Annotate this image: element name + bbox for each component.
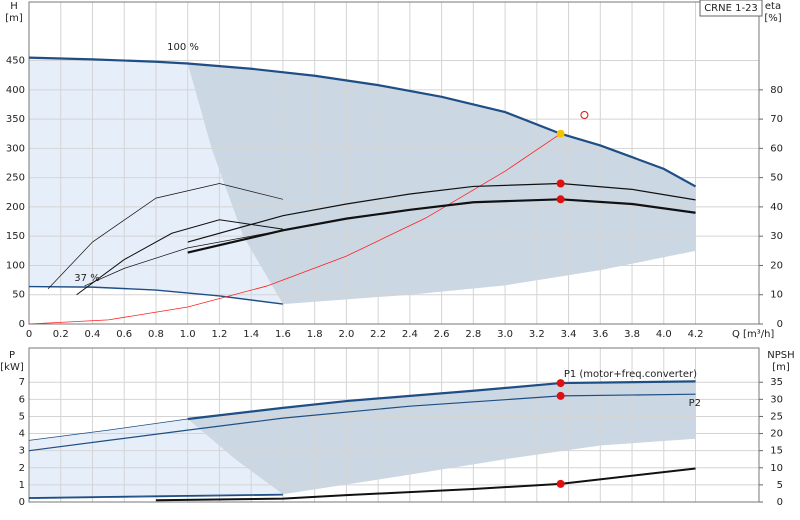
duty-point xyxy=(556,379,565,388)
x-tick-label: 4.2 xyxy=(688,329,704,340)
y-tick-label: 2 xyxy=(19,463,25,474)
x-tick-label: 0.6 xyxy=(116,329,132,340)
y-tick-label: 3 xyxy=(19,446,25,457)
y-tick-label: 4 xyxy=(19,429,25,440)
x-tick-label: 1.6 xyxy=(275,329,291,340)
y2-tick-label: 30 xyxy=(770,231,783,242)
y2-axis-title: NPSH xyxy=(767,350,794,361)
curve xyxy=(28,494,283,499)
y2-axis-unit: [%] xyxy=(764,13,781,24)
duty-point xyxy=(556,179,565,188)
y-tick-label: 50 xyxy=(12,290,25,301)
y-tick-label: 150 xyxy=(6,231,25,242)
annotation: P1 (motor+freq.converter) xyxy=(564,369,697,380)
curve xyxy=(47,183,283,290)
y-tick-label: 400 xyxy=(6,85,25,96)
x-tick-label: 0.8 xyxy=(148,329,164,340)
y-axis-title: P xyxy=(9,350,15,361)
y2-tick-label: 50 xyxy=(770,173,783,184)
y2-tick-label: 10 xyxy=(770,290,783,301)
curve xyxy=(84,229,283,287)
y-tick-label: 450 xyxy=(6,56,25,67)
y-tick-label: 6 xyxy=(19,394,25,405)
x-tick-label: 3.8 xyxy=(624,329,640,340)
x-tick-label: 0 xyxy=(26,329,32,340)
y-axis-title: H xyxy=(10,1,18,12)
y-tick-label: 0 xyxy=(19,319,25,330)
y2-tick-label: 0 xyxy=(777,497,783,508)
y2-axis-title: eta xyxy=(765,1,781,12)
y2-tick-label: 70 xyxy=(770,114,783,125)
curve xyxy=(187,380,696,421)
y2-tick-label: 60 xyxy=(770,143,783,154)
y-tick-label: 250 xyxy=(6,173,25,184)
curve xyxy=(28,493,283,499)
y-tick-label: 100 xyxy=(6,260,25,271)
duty-point xyxy=(556,391,565,400)
x-tick-label: 2.2 xyxy=(370,329,386,340)
y2-tick-label: 80 xyxy=(770,85,783,96)
x-axis-title: Q [m³/h] xyxy=(732,329,774,340)
x-tick-label: 3.2 xyxy=(529,329,545,340)
x-tick-label: 0.4 xyxy=(85,329,101,340)
curve xyxy=(28,133,561,325)
duty-point xyxy=(556,195,565,204)
y2-tick-label: 5 xyxy=(777,480,783,491)
y2-tick-label: 15 xyxy=(770,446,783,457)
annotation: 37 % xyxy=(74,273,99,284)
y-axis-unit: [kW] xyxy=(0,362,24,373)
curve xyxy=(28,285,284,305)
title-box xyxy=(699,0,763,17)
y-tick-label: 350 xyxy=(6,114,25,125)
plot-layer xyxy=(28,1,763,503)
x-tick-label: 1.0 xyxy=(180,329,196,340)
x-tick-label: 2.8 xyxy=(465,329,481,340)
y2-tick-label: 30 xyxy=(770,394,783,405)
y-tick-label: 200 xyxy=(6,202,25,213)
curve xyxy=(76,219,283,296)
y2-tick-label: 35 xyxy=(770,377,783,388)
y2-tick-label: 10 xyxy=(770,463,783,474)
duty-point xyxy=(580,110,589,119)
annotation: 100 % xyxy=(167,42,199,53)
x-tick-label: 1.2 xyxy=(211,329,227,340)
curve xyxy=(187,182,696,243)
x-tick-label: 0.2 xyxy=(53,329,69,340)
x-tick-label: 1.4 xyxy=(243,329,259,340)
y2-tick-label: 0 xyxy=(777,319,783,330)
curve xyxy=(28,418,188,441)
y-axis-unit: [m] xyxy=(5,13,23,24)
x-tick-label: 3.6 xyxy=(592,329,608,340)
y2-tick-label: 25 xyxy=(770,411,783,422)
y2-axis-unit: [m] xyxy=(772,362,790,373)
x-tick-label: 2.0 xyxy=(338,329,354,340)
chart-title: CRNE 1-23 xyxy=(704,3,758,14)
y-tick-label: 300 xyxy=(6,143,25,154)
y-tick-label: 0 xyxy=(19,497,25,508)
duty-point xyxy=(556,479,565,488)
x-tick-label: 1.8 xyxy=(307,329,323,340)
curve xyxy=(187,198,696,254)
y2-tick-label: 40 xyxy=(770,202,783,213)
y-tick-label: 7 xyxy=(19,377,25,388)
x-tick-label: 2.6 xyxy=(434,329,450,340)
plot-border xyxy=(28,1,760,325)
x-tick-label: 3.4 xyxy=(561,329,577,340)
y-tick-label: 1 xyxy=(19,480,25,491)
x-tick-label: 3.0 xyxy=(497,329,513,340)
curve xyxy=(155,467,696,502)
annotation: P2 xyxy=(689,398,701,409)
duty-point xyxy=(556,129,565,138)
x-tick-label: 4.0 xyxy=(656,329,672,340)
y-tick-label: 5 xyxy=(19,411,25,422)
curve xyxy=(28,56,697,188)
y2-tick-label: 20 xyxy=(770,260,783,271)
x-tick-label: 2.4 xyxy=(402,329,418,340)
y2-tick-label: 20 xyxy=(770,429,783,440)
plot-border xyxy=(28,347,760,503)
